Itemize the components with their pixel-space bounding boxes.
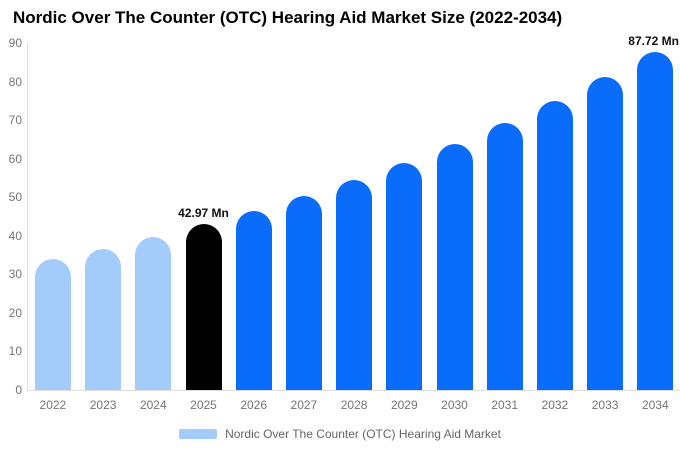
x-axis-tick-label: 2027 (290, 398, 318, 412)
bar-2027[interactable] (285, 195, 322, 390)
x-axis-tick-label: 2022 (39, 398, 67, 412)
y-axis-tick-label: 10 (8, 344, 22, 359)
legend-swatch (179, 429, 218, 439)
bar-2033[interactable] (587, 77, 624, 390)
bar-value-label-2034: 87.72 Mn (628, 33, 679, 48)
y-axis-line (27, 43, 28, 390)
bar-2034[interactable] (637, 51, 674, 390)
x-axis-baseline (27, 390, 680, 391)
chart-title: Nordic Over The Counter (OTC) Hearing Ai… (13, 8, 563, 27)
x-axis-tick-label: 2025 (190, 398, 217, 412)
y-axis-tick-label: 70 (8, 113, 22, 128)
x-axis-tick-label: 2024 (139, 398, 167, 412)
x-axis-tick-label: 2028 (340, 398, 368, 412)
bar-2032[interactable] (536, 101, 573, 390)
y-axis-tick-label: 0 (15, 383, 22, 397)
x-axis-tick-label: 2033 (591, 398, 619, 412)
y-axis-tick-label: 50 (8, 190, 22, 205)
y-axis-tick-label: 80 (8, 74, 22, 89)
bar-2022[interactable] (34, 259, 71, 390)
bar-2026[interactable] (235, 210, 272, 390)
bar-2028[interactable] (336, 179, 373, 390)
y-axis-tick-label: 60 (8, 151, 22, 166)
legend[interactable]: Nordic Over The Counter (OTC) Hearing Ai… (0, 425, 680, 443)
bar-2029[interactable] (386, 162, 423, 390)
bar-2031[interactable] (486, 123, 523, 390)
y-axis-tick-label: 20 (8, 305, 22, 320)
bar-2024[interactable] (135, 236, 172, 390)
x-axis-tick-label: 2031 (491, 398, 519, 412)
x-axis-tick-label: 2032 (541, 398, 569, 412)
bar-value-label-2025: 42.97 Mn (178, 206, 229, 221)
y-axis-tick-label: 30 (8, 267, 22, 282)
legend-label: Nordic Over The Counter (OTC) Hearing Ai… (225, 427, 501, 441)
bar-2030[interactable] (436, 143, 473, 390)
y-axis-tick-label: 90 (8, 36, 22, 50)
y-axis-tick-label: 40 (8, 228, 22, 243)
x-axis-tick-label: 2026 (240, 398, 268, 412)
bar-2023[interactable] (85, 248, 122, 390)
x-axis-tick-label: 2029 (390, 398, 418, 412)
bar-2025[interactable] (185, 224, 222, 390)
x-axis-tick-label: 2023 (89, 398, 117, 412)
x-axis-tick-label: 2030 (441, 398, 468, 412)
x-axis-tick-label: 2034 (641, 398, 669, 412)
